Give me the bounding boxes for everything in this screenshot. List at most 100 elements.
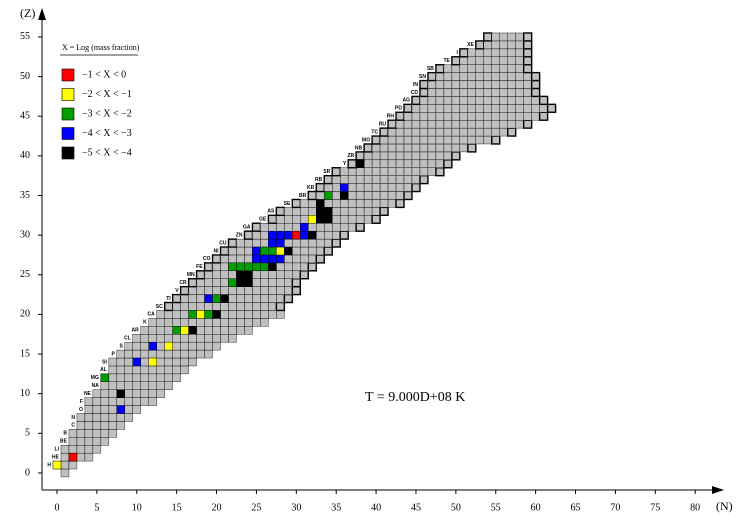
nuclide-cell [507,119,516,129]
abundance-cell [212,294,221,303]
nuclide-cell [220,318,229,327]
x-tick-label: 25 [251,502,261,513]
nuclide-cell [116,421,126,430]
nuclide-cell [387,143,397,153]
nuclide-cell [459,88,469,97]
nuclide-cell [451,56,461,66]
nuclide-cell [164,349,173,359]
nuclide-cell [108,381,118,390]
nuclide-cell [187,278,198,288]
abundance-cell [355,159,365,168]
nuclide-cell [483,64,492,73]
nuclide-cell [522,63,533,74]
nuclide-cell [411,104,421,113]
nuclide-cell [411,151,421,161]
nuclide-cell [443,72,453,81]
nuclide-cell [522,48,533,58]
nuclide-cell [156,318,165,327]
nuclide-cell [308,207,317,216]
nuclide-cell [387,167,397,176]
nuclide-cell [499,88,508,97]
legend-label: −1 < X < 0 [82,69,126,80]
nuclide-cell [100,381,110,390]
element-label: CA [147,312,155,318]
nuclide-cell [539,104,548,113]
nuclide-cell [395,111,405,121]
nuclide-cell [260,302,269,311]
nuclide-cell [60,452,70,462]
nuclide-cell [515,80,524,89]
nuclide-cell [76,452,86,462]
nuclide-cell [204,286,213,295]
nuclide-cell [228,326,237,335]
element-label: SE [284,201,291,207]
nuclide-cell [156,381,165,390]
nuclide-cell [92,421,102,430]
nuclide-cell [538,95,549,106]
nuclide-cell [228,246,237,256]
nuclide-cell [355,199,365,208]
nuclide-cell [483,127,492,137]
nuclide-cell [108,389,118,398]
nuclide-cell [252,310,261,319]
nuclide-cell [443,159,453,169]
nuclide-cell [403,183,413,192]
legend-swatch [61,146,75,160]
nuclide-cell [546,103,557,113]
nuclide-cell [172,365,181,375]
nuclide-cell [467,80,477,89]
nuclide-cell [68,437,78,446]
nuclide-cell [483,96,492,105]
nuclide-cell [92,437,102,446]
abundance-cell [220,294,229,303]
nuclide-cell [411,95,421,106]
nuclide-cell [252,286,261,295]
nuclide-cell [522,32,533,42]
nuclide-cell [467,127,477,137]
nuclide-cell [300,254,309,264]
nuclide-cell [395,198,405,209]
element-label: NI [214,248,220,254]
legend-swatch [61,68,75,82]
nuclide-cell [164,334,173,343]
nuclide-cell [387,127,397,137]
abundance-cell [252,246,261,256]
nuclide-cell [451,119,461,129]
nuclide-cell [451,135,461,145]
nuclide-cell [531,96,540,105]
nuclide-cell [284,223,293,232]
abundance-cell [260,246,269,256]
nuclide-cell [403,112,413,121]
nuclide-cell [244,254,253,264]
nuclide-cell [196,294,205,303]
nuclide-cell [427,71,437,82]
nuclide-cell [363,167,373,176]
nuclide-cell [252,278,261,287]
nuclide-cell [371,135,381,145]
x-tick-label: 60 [531,502,541,513]
nuclide-cell [84,421,94,430]
nuclide-cell [459,143,469,153]
nuclide-cell [347,215,357,224]
abundance-cell [339,191,349,200]
element-label: GE [259,217,267,223]
nuclide-cell [243,230,254,240]
element-label: ZR [347,153,354,159]
nuclide-cell [156,365,165,375]
abundance-cell [236,262,245,272]
nuclide-cell [491,96,500,105]
nuclide-cell [443,64,453,73]
nuclide-cell [172,318,181,327]
nuclide-cell [419,143,429,153]
nuclide-cell [212,286,221,295]
nuclide-cell [228,318,237,327]
element-label: SC [156,304,163,310]
nuclide-cell [76,437,86,446]
nuclide-cell [435,112,445,121]
nuclide-cell [459,64,469,73]
x-tick-label: 40 [371,502,381,513]
nuclide-cell [148,397,157,406]
nuclide-cell [530,71,541,82]
nuclide-cell [363,183,373,192]
nuclide-cell [451,72,461,81]
